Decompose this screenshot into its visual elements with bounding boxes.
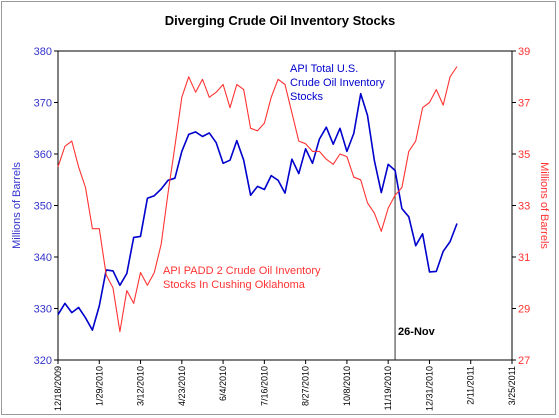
x-axis: 12/18/2009 1/29/2010 3/12/2010 4/23/2010 6/4…: [53, 360, 517, 411]
series-label: Stocks In Cushing Oklahoma: [163, 279, 306, 291]
y-axis-right-label: Millions of Barrels: [538, 162, 550, 249]
series-label: Stocks: [290, 91, 324, 103]
x-tick-label: 2/11/2011: [466, 366, 476, 405]
x-tick-label: 1/29/2010: [94, 366, 104, 406]
x-tick-label: 3/12/2010: [136, 366, 146, 406]
x-tick-label: 12/18/2009: [53, 366, 63, 411]
vertical-marker: 26-Nov: [394, 51, 436, 360]
left-tick-label: 330: [34, 304, 52, 316]
series-label: API PADD 2 Crude Oil Inventory: [163, 265, 321, 277]
right-tick-label: 29: [518, 304, 530, 316]
series-label: API Total U.S.: [290, 63, 358, 75]
left-tick-label: 340: [34, 252, 52, 264]
marker-label: 26-Nov: [398, 326, 436, 338]
right-tick-label: 33: [518, 201, 530, 213]
right-tick-label: 31: [518, 252, 530, 264]
x-tick-label: 7/16/2010: [259, 366, 269, 406]
x-tick-label: 6/4/2010: [218, 366, 228, 401]
x-tick-label: 10/8/2010: [342, 366, 352, 406]
left-tick-label: 320: [34, 355, 52, 367]
chart-title: Diverging Crude Oil Inventory Stocks: [165, 13, 395, 28]
left-tick-label: 380: [34, 46, 52, 58]
x-tick-label: 11/19/2010: [383, 366, 393, 410]
y-axis-left-label: Millions of Barrels: [11, 162, 23, 249]
x-tick-label: 12/31/2010: [424, 366, 434, 411]
plot-area: [57, 50, 513, 361]
x-tick-label: 3/25/2011: [507, 366, 517, 405]
left-tick-label: 360: [34, 149, 52, 161]
series-line-cushing-stocks: [57, 66, 458, 333]
right-tick-label: 39: [518, 46, 530, 58]
left-tick-label: 350: [34, 201, 52, 213]
left-axis: 320 330 340 350 360 370 380: [34, 46, 58, 367]
right-axis: 27 29 31 33 35 37 39: [512, 46, 530, 367]
x-tick-label: 4/23/2010: [177, 366, 187, 406]
right-tick-label: 35: [518, 149, 530, 161]
series-line-total-us-stocks: [57, 92, 458, 331]
series-label: Crude Oil Inventory: [290, 77, 385, 89]
right-tick-label: 27: [518, 355, 530, 367]
series-group: [57, 66, 458, 333]
right-tick-label: 37: [518, 98, 530, 110]
series-labels: API Total U.S. Crude Oil Inventory Stocks A…: [163, 63, 385, 291]
left-tick-label: 370: [34, 98, 52, 110]
x-tick-label: 8/27/2010: [301, 366, 311, 406]
